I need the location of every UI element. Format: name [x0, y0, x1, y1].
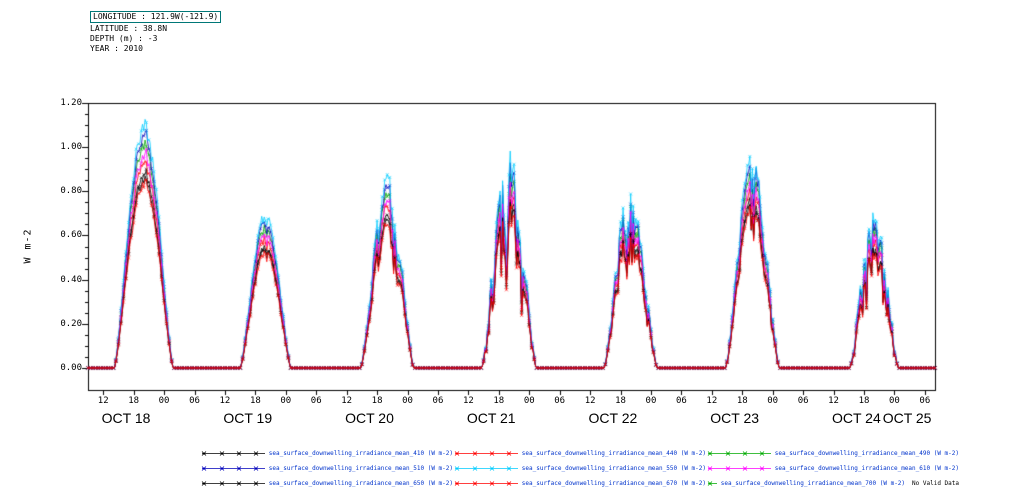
x-tick-label: 06 [919, 396, 931, 406]
legend-entry: sea_surface_downwelling_irradiance_mean_… [706, 476, 959, 491]
plot-header: LONGITUDE : 121.9W(-121.9) LATITUDE : 38… [90, 11, 222, 54]
x-tick-label: 12 [706, 396, 718, 406]
x-tick-label: 00 [280, 396, 292, 406]
x-date-label: OCT 22 [588, 410, 638, 426]
header-longitude: LONGITUDE : 121.9W(-121.9) [90, 11, 222, 23]
x-date-label: OCT 20 [345, 410, 394, 426]
x-tick-label: 00 [889, 396, 900, 406]
legend-swatch-line-icon [707, 466, 771, 471]
x-tick-label: 06 [554, 396, 566, 406]
legend-entry: sea_surface_downwelling_irradiance_mean_… [200, 446, 453, 461]
y-tick-label: 0.00 [60, 362, 82, 373]
legend-label: sea_surface_downwelling_irradiance_mean_… [720, 480, 906, 487]
x-tick-label: 00 [158, 396, 170, 406]
x-date-label: OCT 21 [466, 410, 516, 426]
x-tick-label: 00 [523, 396, 535, 406]
legend-swatch-line-icon [201, 481, 265, 486]
x-tick-label: 00 [767, 396, 779, 406]
legend-label: sea_surface_downwelling_irradiance_mean_… [268, 450, 453, 457]
x-tick-label: 18 [858, 396, 870, 406]
x-tick-label: 18 [493, 396, 505, 406]
x-tick-label: 00 [645, 396, 657, 406]
legend-label: sea_surface_downwelling_irradiance_mean_… [774, 450, 959, 457]
legend-swatch-line-icon [707, 451, 771, 456]
legend-label: sea_surface_downwelling_irradiance_mean_… [268, 465, 453, 472]
x-tick-label: 18 [249, 396, 261, 406]
header-depth: DEPTH (m) : -3 [90, 34, 158, 43]
y-tick-label: 0.20 [60, 318, 82, 329]
x-tick-label: 18 [615, 396, 626, 406]
x-tick-label: 12 [462, 396, 474, 406]
y-tick-label: 1.00 [60, 142, 82, 153]
legend-entry: sea_surface_downwelling_irradiance_mean_… [453, 461, 706, 476]
legend-note-no-valid-data: No Valid Data [912, 480, 959, 487]
legend-label: sea_surface_downwelling_irradiance_mean_… [521, 450, 706, 457]
legend-label: sea_surface_downwelling_irradiance_mean_… [268, 480, 453, 487]
x-tick-label: 06 [189, 396, 200, 406]
legend-swatch-line-icon [454, 466, 518, 471]
x-tick-label: 06 [675, 396, 687, 406]
legend-swatch-line-icon [707, 481, 717, 486]
x-tick-label: 12 [341, 396, 353, 406]
x-tick-label: 18 [128, 396, 140, 406]
legend-label: sea_surface_downwelling_irradiance_mean_… [521, 480, 706, 487]
legend-entry: sea_surface_downwelling_irradiance_mean_… [706, 446, 959, 461]
header-latitude: LATITUDE : 38.8N [90, 24, 168, 33]
x-date-label: OCT 18 [101, 410, 151, 426]
legend-entry: sea_surface_downwelling_irradiance_mean_… [453, 446, 706, 461]
y-tick-label: 1.20 [60, 98, 82, 108]
y-axis-label: W m-2 [22, 228, 34, 264]
x-date-label: OCT 25 [882, 410, 932, 426]
x-tick-label: 12 [219, 396, 231, 406]
x-tick-label: 06 [797, 396, 809, 406]
x-tick-label: 12 [828, 396, 839, 406]
x-tick-label: 18 [736, 396, 748, 406]
x-date-label: OCT 24 [831, 410, 881, 426]
legend-entry: sea_surface_downwelling_irradiance_mean_… [453, 476, 706, 491]
y-tick-label: 0.40 [60, 274, 82, 285]
legend-swatch-line-icon [201, 451, 265, 456]
x-tick-label: 06 [310, 396, 322, 406]
x-date-label: OCT 23 [710, 410, 760, 426]
legend-label: sea_surface_downwelling_irradiance_mean_… [521, 465, 706, 472]
legend: sea_surface_downwelling_irradiance_mean_… [200, 446, 959, 491]
x-tick-label: 12 [584, 396, 596, 406]
legend-entry: sea_surface_downwelling_irradiance_mean_… [200, 476, 453, 491]
legend-swatch-line-icon [454, 451, 518, 456]
legend-swatch-line-icon [201, 466, 265, 471]
legend-entry: sea_surface_downwelling_irradiance_mean_… [200, 461, 453, 476]
y-tick-label: 0.60 [60, 230, 82, 241]
legend-swatch-line-icon [454, 481, 518, 486]
x-tick-label: 06 [432, 396, 444, 406]
y-tick-label: 0.80 [60, 186, 82, 197]
x-tick-label: 12 [97, 396, 109, 406]
x-tick-label: 00 [402, 396, 413, 406]
legend-label: sea_surface_downwelling_irradiance_mean_… [774, 465, 959, 472]
x-tick-label: 18 [371, 396, 383, 406]
header-year: YEAR : 2010 [90, 44, 143, 53]
x-date-label: OCT 19 [223, 410, 273, 426]
legend-entry: sea_surface_downwelling_irradiance_mean_… [706, 461, 959, 476]
